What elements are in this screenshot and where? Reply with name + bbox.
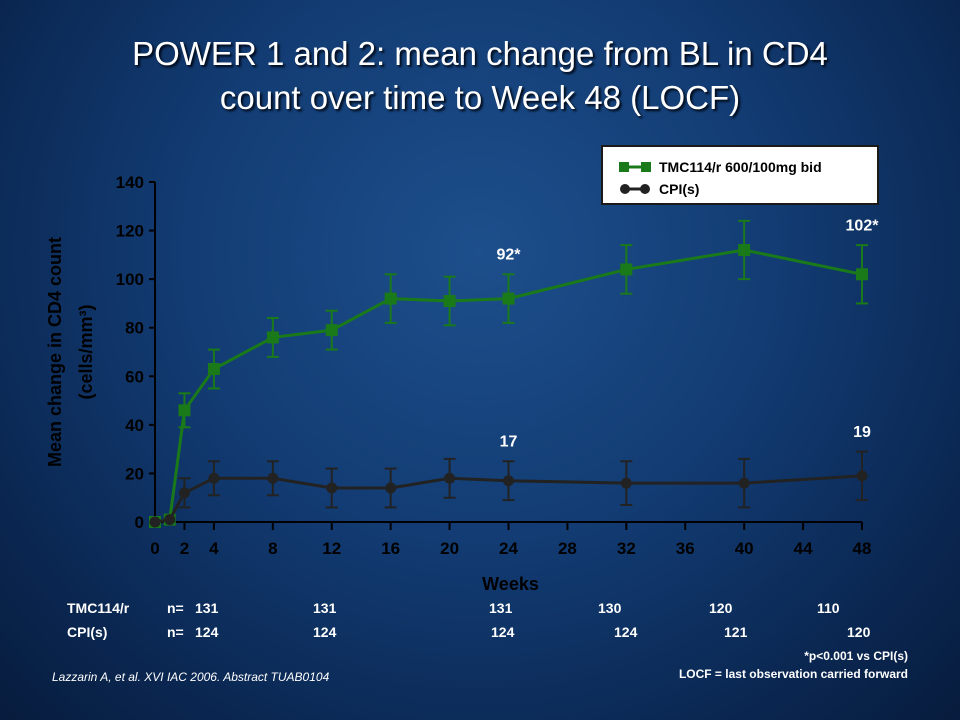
y-tick-label: 80 [125,319,144,338]
series-layer [149,219,868,528]
y-tick-label: 120 [116,222,144,241]
data-point-circle [267,472,279,484]
data-point-circle [503,475,514,487]
citation: Lazzarin A, et al. XVI IAC 2006. Abstrac… [52,670,330,684]
data-annotation: 19 [853,424,871,441]
y-tick-label: 0 [135,513,144,532]
n-row-prefix: n= [167,624,184,640]
x-tick-label: 16 [381,539,400,558]
y-tick-label: 20 [125,464,144,483]
data-point-circle [208,472,220,484]
n-cell: 131 [195,600,219,616]
x-tick-label: 2 [180,539,189,558]
legend-label-tmc: TMC114/r 600/100mg bid [659,159,822,175]
legend-item-cpi: CPI(s) [619,179,699,199]
data-point-square [178,404,191,417]
data-point-square [384,292,397,305]
y-tick-label: 60 [125,367,144,386]
n-cell: 124 [614,624,638,640]
x-tick-label: 44 [794,539,813,558]
legend-circle-marker-icon [620,184,650,194]
n-cell: 130 [598,600,622,616]
data-point-square [620,263,633,276]
n-row-prefix: n= [167,600,184,616]
slide-title: POWER 1 and 2: mean change from BL in CD… [40,32,920,120]
n-cell: 110 [817,600,840,616]
y-axis-title-line-2: (cells/mm³) [76,304,96,399]
patient-numbers-table: TMC114/r n= 131 131 131 130 120 110 CPI(… [0,600,960,644]
x-tick-label: 12 [322,539,341,558]
chart-legend: TMC114/r 600/100mg bid CPI(s) [601,145,879,205]
data-annotation: 17 [500,434,518,451]
label-layer: 92* 102* 17 19 [496,218,879,451]
n-cell: 124 [491,624,515,640]
data-point-circle [856,470,868,482]
x-tick-label: 8 [268,539,277,558]
significance-footnote: *p<0.001 vs CPI(s) [804,649,908,663]
n-cell: 124 [195,624,219,640]
x-tick-label: 0 [150,539,159,558]
data-point-circle [149,516,161,528]
x-tick-label: 20 [440,539,459,558]
n-row-arm-label: CPI(s) [67,624,108,640]
y-tick-label: 100 [116,270,144,289]
data-point-square [443,295,456,307]
legend-item-tmc: TMC114/r 600/100mg bid [619,157,822,177]
n-cell: 131 [313,600,337,616]
x-tick-label: 28 [558,539,577,558]
data-point-square [738,244,751,256]
y-axis-title-line-1: Mean change in CD4 count [45,237,65,467]
n-cell: 124 [313,624,337,640]
data-point-circle [326,482,338,494]
y-tick-label: 140 [116,173,144,192]
locf-footnote: LOCF = last observation carried forward [678,667,908,681]
data-point-square [325,324,338,337]
n-cell: 120 [709,600,733,616]
n-cell: 121 [724,624,748,640]
data-point-circle [164,514,176,526]
data-point-square [266,331,279,344]
data-annotation: 92* [496,247,521,264]
data-point-square [207,363,220,375]
n-cell: 120 [847,624,871,640]
x-tick-label: 36 [676,539,695,558]
x-tick-label: 24 [499,539,518,558]
y-tick-label: 40 [125,416,144,435]
data-point-square [502,292,515,305]
data-point-square [856,268,868,281]
legend-square-marker-icon [619,162,651,172]
series-line [154,248,863,524]
title-line-2: count over time to Week 48 (LOCF) [219,79,741,116]
x-tick-label: 40 [735,539,754,558]
n-row-arm-label: TMC114/r [67,600,130,616]
x-tick-label: 32 [617,539,636,558]
data-point-circle [738,477,750,489]
data-point-circle [178,487,190,499]
n-cell: 131 [489,600,513,616]
data-point-circle [444,472,456,484]
x-tick-label: 48 [853,539,872,558]
x-axis-title: Weeks [482,574,539,594]
legend-label-cpi: CPI(s) [659,181,700,197]
x-tick-label: 4 [209,539,219,558]
data-annotation: 102* [846,218,880,235]
data-point-circle [620,477,632,489]
data-point-circle [385,482,397,494]
title-line-1: POWER 1 and 2: mean change from BL in CD… [132,35,828,72]
